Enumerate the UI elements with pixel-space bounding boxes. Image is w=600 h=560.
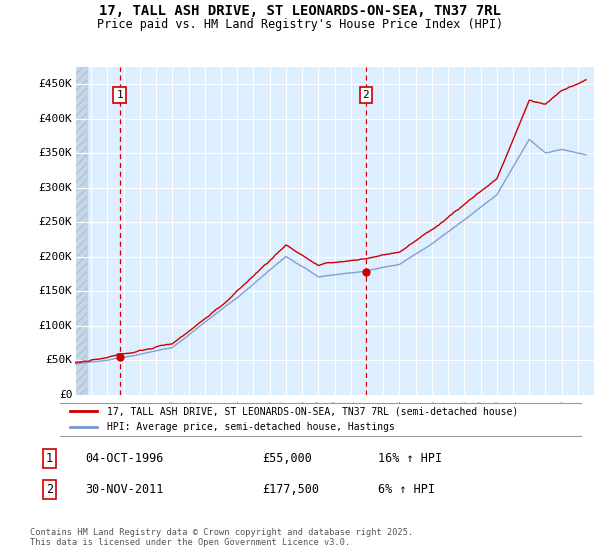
Text: £200K: £200K [38,252,73,262]
Text: £250K: £250K [38,217,73,227]
Text: 6% ↑ HPI: 6% ↑ HPI [378,483,435,496]
Text: 16% ↑ HPI: 16% ↑ HPI [378,452,442,465]
Text: 1: 1 [46,452,53,465]
Text: 2: 2 [46,483,53,496]
Text: 1: 1 [116,90,123,100]
Text: 17, TALL ASH DRIVE, ST LEONARDS-ON-SEA, TN37 7RL: 17, TALL ASH DRIVE, ST LEONARDS-ON-SEA, … [99,4,501,18]
Text: £55,000: £55,000 [262,452,312,465]
Text: £50K: £50K [46,355,73,365]
Text: £150K: £150K [38,286,73,296]
Text: £0: £0 [59,390,73,400]
Text: £177,500: £177,500 [262,483,319,496]
Text: £400K: £400K [38,114,73,124]
Text: Contains HM Land Registry data © Crown copyright and database right 2025.
This d: Contains HM Land Registry data © Crown c… [30,528,413,547]
Text: £450K: £450K [38,80,73,90]
FancyBboxPatch shape [58,403,584,436]
Text: 17, TALL ASH DRIVE, ST LEONARDS-ON-SEA, TN37 7RL (semi-detached house): 17, TALL ASH DRIVE, ST LEONARDS-ON-SEA, … [107,407,518,417]
Text: 04-OCT-1996: 04-OCT-1996 [85,452,164,465]
Text: £100K: £100K [38,321,73,331]
Text: 2: 2 [362,90,369,100]
Text: HPI: Average price, semi-detached house, Hastings: HPI: Average price, semi-detached house,… [107,422,395,432]
Bar [75,67,87,395]
Text: £300K: £300K [38,183,73,193]
Text: Price paid vs. HM Land Registry's House Price Index (HPI): Price paid vs. HM Land Registry's House … [97,18,503,31]
Text: £350K: £350K [38,148,73,158]
Text: 30-NOV-2011: 30-NOV-2011 [85,483,164,496]
Bar [75,67,87,395]
